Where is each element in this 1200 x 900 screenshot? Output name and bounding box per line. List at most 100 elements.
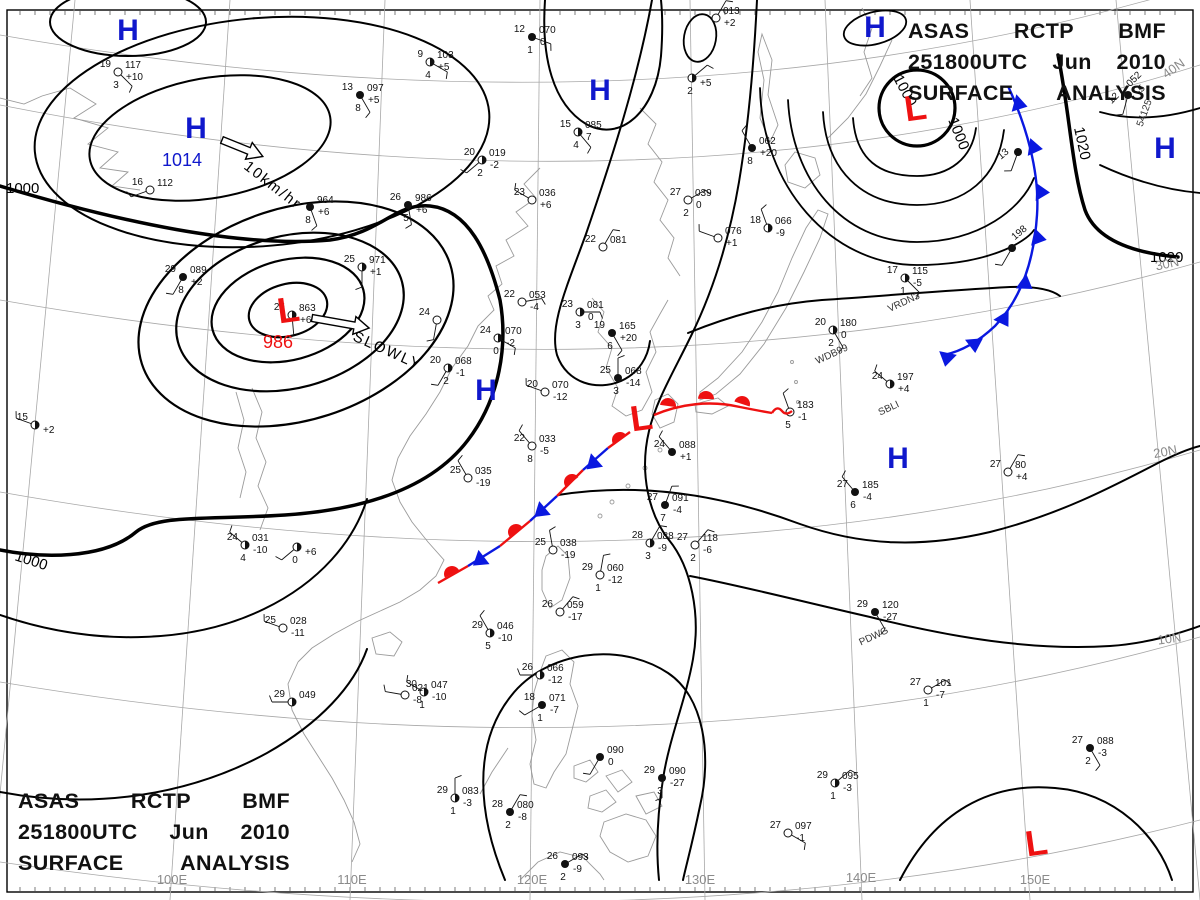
station-symbol-half — [540, 671, 544, 679]
station-extra: 2 — [687, 86, 693, 97]
station-temp: 16 — [132, 177, 144, 188]
grid-parallel — [0, 261, 1200, 350]
coastline — [371, 631, 403, 657]
station-symbol — [506, 808, 514, 816]
isobar-label: 1020 — [1070, 125, 1094, 161]
station-temp: 27 — [677, 532, 689, 543]
station-plot: 29 046-10 5 — [472, 609, 514, 652]
station-extra: 2 — [690, 553, 696, 564]
station-temp: 20 — [815, 317, 827, 328]
station-symbol — [683, 195, 693, 205]
station-tendency: 0 — [841, 330, 847, 341]
station-pressure: 115 — [912, 266, 928, 277]
station-plot: 26 066-12 — [517, 662, 564, 686]
station-symbol-half — [455, 794, 459, 802]
station-symbol-half — [650, 539, 654, 547]
station-plot: 25 038-19 — [535, 526, 577, 561]
island — [625, 483, 631, 489]
station-symbol-half — [297, 543, 301, 551]
station-extra: 2 — [683, 208, 689, 219]
station-plot: 198 — [995, 223, 1030, 266]
station-plot: 15 +2 — [15, 411, 55, 436]
latlon-label: 150E — [1020, 872, 1051, 887]
grid-meridian — [0, 0, 76, 799]
warm-front-glyph — [444, 566, 460, 578]
station-pressure: 197 — [897, 372, 914, 383]
station-tendency: -9 — [776, 228, 785, 239]
isobar-ring — [247, 281, 329, 339]
station-symbol — [1003, 467, 1013, 477]
wind-barb-tick — [707, 529, 715, 533]
station-extra: 2 — [828, 338, 834, 349]
map-border — [6, 9, 1194, 893]
isobar-ring — [842, 9, 908, 47]
station-temp: 27 — [1072, 735, 1084, 746]
station-temp: 25 — [265, 615, 277, 626]
pressure-value-label: 986 — [263, 332, 293, 352]
wind-barb-tick — [617, 350, 623, 357]
station-extra: 2 — [505, 820, 511, 831]
coastline — [635, 791, 663, 815]
latlon-label: 10N — [1157, 629, 1183, 647]
isobar-ring — [175, 231, 405, 393]
wind-barb-tick — [617, 355, 625, 359]
station-extra: 1 — [537, 713, 543, 724]
latlon-label: 100E — [157, 872, 188, 887]
station-plot: 29 083-3 1 — [437, 775, 479, 817]
station-plot: 18 071-7 1 — [518, 692, 566, 724]
station-symbol — [555, 607, 565, 617]
station-plot: +5 2 — [687, 64, 714, 97]
station-tendency: -3 — [463, 798, 472, 809]
station-tendency: -4 — [863, 492, 872, 503]
coastline — [827, 39, 893, 139]
wind-barb-tick — [541, 298, 546, 305]
wind-barb-tick — [725, 0, 733, 3]
isobar-line — [1056, 53, 1180, 259]
station-extra: 2 — [477, 168, 483, 179]
high-pressure-marker: H — [475, 374, 497, 407]
wind-barb-tick — [760, 204, 767, 210]
wind-barb-tick — [612, 229, 620, 232]
coastline — [573, 759, 599, 783]
station-symbol-half — [490, 629, 494, 637]
station-tendency: -12 — [553, 392, 568, 403]
station-temp: 27 — [990, 459, 1002, 470]
station-tendency: -5 — [913, 278, 922, 289]
station-temp: 20 — [527, 379, 539, 390]
cold-front-glyph — [965, 338, 983, 353]
station-tendency: -9 — [658, 543, 667, 554]
latlon-label: 140E — [846, 870, 877, 885]
station-symbol-half — [430, 58, 434, 66]
station-extra: 2 — [560, 872, 566, 883]
station-temp: 25 — [600, 365, 612, 376]
station-tendency: -19 — [476, 478, 491, 489]
station-plot: 26 093-9 2 — [547, 851, 589, 883]
station-temp: 25 — [344, 254, 356, 265]
title-line-product: ASAS RCTP BMF — [18, 789, 290, 813]
station-temp: 17 — [887, 265, 899, 276]
station-pressure: 088 — [679, 440, 696, 451]
station-pressure: 090 — [669, 766, 686, 777]
station-symbol — [923, 685, 933, 695]
high-pressure-marker: H — [589, 74, 611, 107]
coastline — [297, 167, 541, 663]
station-symbol — [783, 828, 793, 838]
island — [790, 360, 794, 364]
wind-barb-tick — [1095, 765, 1101, 772]
station-plot: 27 185-4 6 — [837, 470, 879, 511]
wind-barb-tick — [782, 388, 789, 394]
station-plot: 25 068-14 3 — [600, 355, 642, 397]
station-symbol — [404, 201, 412, 209]
wind-barb-tick — [128, 85, 133, 93]
latlon-label: 30N — [1154, 254, 1180, 274]
station-temp: 24 — [419, 307, 431, 318]
station-plot: 27 101-7 1 — [910, 677, 952, 709]
station-id: SBLI — [877, 399, 901, 418]
station-pressure: 031 — [252, 533, 269, 544]
station-tendency: +4 — [1016, 472, 1028, 483]
station-plot: 23 036+6 — [514, 183, 556, 211]
station-extra: 1 — [830, 791, 836, 802]
